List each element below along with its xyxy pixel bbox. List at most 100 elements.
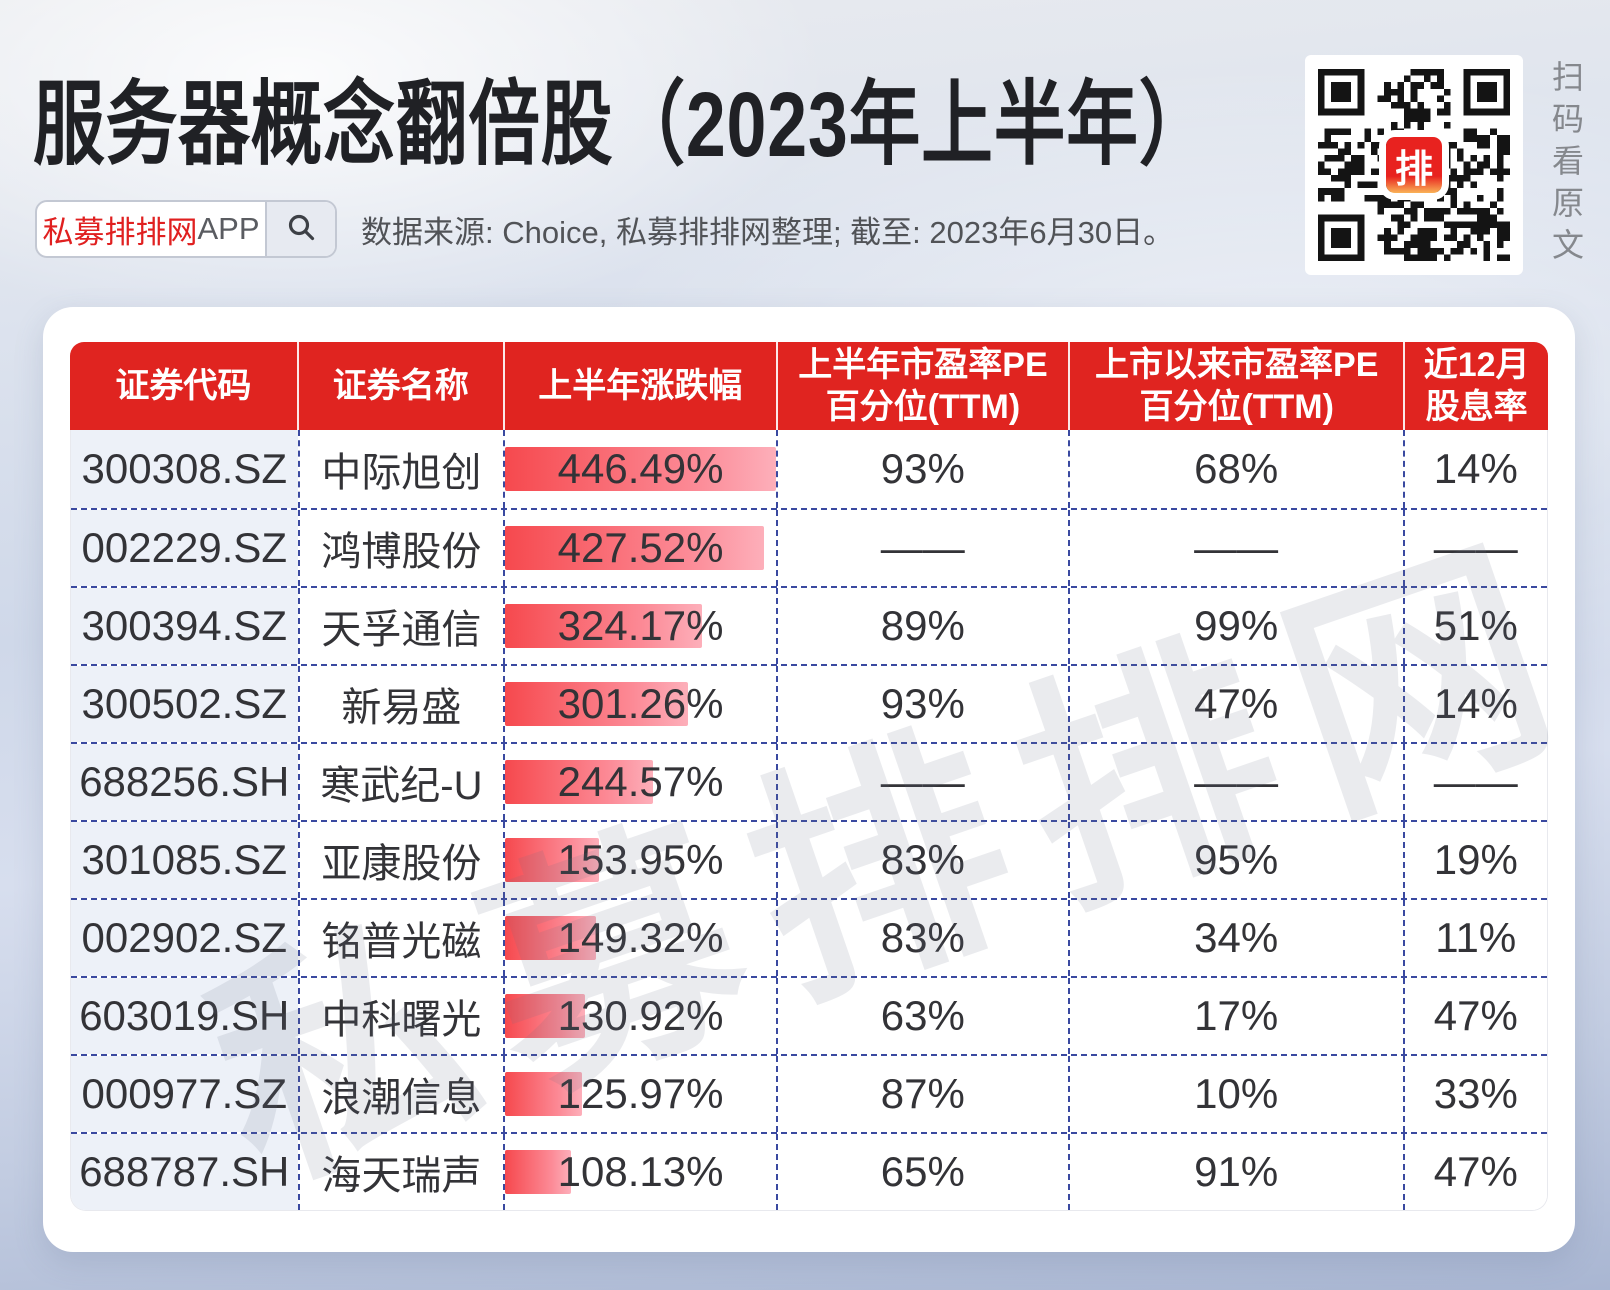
cell-name: 鸿博股份	[297, 510, 504, 586]
cell-name: 海天瑞声	[297, 1134, 504, 1210]
app-badge-label: 私募排排网 APP	[37, 202, 265, 256]
cell-name: 中际旭创	[297, 430, 504, 508]
table-card: 证券代码 证券名称 上半年涨跌幅 上半年市盈率PE 百分位(TTM) 上市以来市…	[43, 307, 1610, 1252]
cell-pe-listed: 34%	[1067, 900, 1403, 976]
cell-code: 000977.SZ	[71, 1056, 298, 1132]
cell-code: 603019.SH	[71, 978, 298, 1054]
change-bar	[505, 1150, 571, 1194]
cell-dividend: 51%	[1402, 588, 1547, 664]
header-pe-half: 上半年市盈率PE 百分位(TTM)	[775, 342, 1068, 430]
cell-pe-listed: 95%	[1067, 822, 1403, 898]
qr-center-logo: 排	[1386, 137, 1442, 193]
cell-pe-half: 93%	[775, 430, 1068, 508]
cell-pe-half: 89%	[775, 588, 1068, 664]
meta-row: 私募排排网 APP 数据来源: Choice, 私募排排网整理; 截至: 2023…	[35, 200, 1174, 258]
page-title: 服务器概念翻倍股（2023年上半年）	[33, 74, 1212, 176]
qr-pattern	[1318, 69, 1510, 261]
cell-dividend: 47%	[1402, 978, 1547, 1054]
table-row: 688787.SH 海天瑞声 108.13% 65% 91% 47%	[71, 1132, 1547, 1210]
header-change: 上半年涨跌幅	[502, 342, 776, 430]
cell-change: 149.32%	[503, 900, 776, 976]
search-button[interactable]	[265, 202, 335, 256]
cell-pe-half: 65%	[775, 1134, 1068, 1210]
cell-pe-listed: 17%	[1067, 978, 1403, 1054]
cell-name: 天孚通信	[297, 588, 504, 664]
cell-code: 002902.SZ	[71, 900, 298, 976]
table-row: 300394.SZ 天孚通信 324.17% 89% 99% 51%	[71, 586, 1547, 664]
cell-pe-listed: 10%	[1067, 1056, 1403, 1132]
cell-pe-listed: ——	[1067, 510, 1403, 586]
change-bar	[505, 1072, 582, 1116]
cell-pe-half: ——	[775, 510, 1068, 586]
cell-pe-half: 83%	[775, 900, 1068, 976]
cell-dividend: 19%	[1402, 822, 1547, 898]
app-search-pill[interactable]: 私募排排网 APP	[35, 200, 337, 258]
app-brand-text: 私募排排网	[42, 214, 198, 250]
cell-change: 324.17%	[503, 588, 776, 664]
stocks-table: 证券代码 证券名称 上半年涨跌幅 上半年市盈率PE 百分位(TTM) 上市以来市…	[70, 342, 1548, 1211]
change-bar	[505, 604, 702, 648]
cell-name: 亚康股份	[297, 822, 504, 898]
cell-pe-listed: 99%	[1067, 588, 1403, 664]
cell-name: 中科曙光	[297, 978, 504, 1054]
cell-change: 244.57%	[503, 744, 776, 820]
table-row: 300308.SZ 中际旭创 446.49% 93% 68% 14%	[71, 430, 1547, 508]
cell-dividend: 14%	[1402, 430, 1547, 508]
header-pe-listed: 上市以来市盈率PE 百分位(TTM)	[1068, 342, 1403, 430]
cell-name: 寒武纪-U	[297, 744, 504, 820]
cell-code: 300308.SZ	[71, 430, 298, 508]
cell-dividend: 33%	[1402, 1056, 1547, 1132]
cell-change: 153.95%	[503, 822, 776, 898]
cell-pe-listed: 68%	[1067, 430, 1403, 508]
data-source-note: 数据来源: Choice, 私募排排网整理; 截至: 2023年6月30日。	[361, 214, 1175, 250]
header-name: 证券名称	[296, 342, 503, 430]
app-suffix-text: APP	[197, 211, 260, 246]
cell-code: 002229.SZ	[71, 510, 298, 586]
cell-change: 130.92%	[503, 978, 776, 1054]
table-body: 300308.SZ 中际旭创 446.49% 93% 68% 14% 00222…	[70, 430, 1548, 1211]
table-row: 300502.SZ 新易盛 301.26% 93% 47% 14%	[71, 664, 1547, 742]
table-row: 002229.SZ 鸿博股份 427.52% —— —— ——	[71, 508, 1547, 586]
qr-code: 排	[1305, 55, 1523, 275]
change-bar	[505, 994, 585, 1038]
cell-name: 浪潮信息	[297, 1056, 504, 1132]
change-bar	[505, 760, 654, 804]
cell-code: 300394.SZ	[71, 588, 298, 664]
cell-dividend: 11%	[1402, 900, 1547, 976]
change-bar	[505, 682, 688, 726]
change-bar	[505, 447, 776, 491]
cell-change: 446.49%	[503, 430, 776, 508]
qr-caption: 扫码看原文	[1548, 60, 1584, 270]
change-bar	[505, 916, 596, 960]
cell-pe-half: 83%	[775, 822, 1068, 898]
table-row: 002902.SZ 铭普光磁 149.32% 83% 34% 11%	[71, 898, 1547, 976]
table-row: 301085.SZ 亚康股份 153.95% 83% 95% 19%	[71, 820, 1547, 898]
search-icon	[286, 212, 316, 247]
header-dividend: 近12月 股息率	[1403, 342, 1548, 430]
cell-pe-half: 63%	[775, 978, 1068, 1054]
cell-code: 300502.SZ	[71, 666, 298, 742]
change-bar	[505, 526, 765, 570]
cell-name: 铭普光磁	[297, 900, 504, 976]
table-row: 603019.SH 中科曙光 130.92% 63% 17% 47%	[71, 976, 1547, 1054]
cell-change: 301.26%	[503, 666, 776, 742]
cell-dividend: ——	[1402, 510, 1547, 586]
table-row: 688256.SH 寒武纪-U 244.57% —— —— ——	[71, 742, 1547, 820]
cell-pe-half: ——	[775, 744, 1068, 820]
change-bar	[505, 838, 599, 882]
cell-pe-listed: 47%	[1067, 666, 1403, 742]
cell-code: 688787.SH	[71, 1134, 298, 1210]
cell-pe-listed: ——	[1067, 744, 1403, 820]
header-code: 证券代码	[115, 366, 252, 405]
table-row: 000977.SZ 浪潮信息 125.97% 87% 10% 33%	[71, 1054, 1547, 1132]
cell-dividend: 14%	[1402, 666, 1547, 742]
cell-code: 301085.SZ	[71, 822, 298, 898]
cell-pe-half: 93%	[775, 666, 1068, 742]
table-header: 证券代码 证券名称 上半年涨跌幅 上半年市盈率PE 百分位(TTM) 上市以来市…	[70, 342, 1548, 430]
cell-change: 108.13%	[503, 1134, 776, 1210]
cell-pe-half: 87%	[775, 1056, 1068, 1132]
cell-code: 688256.SH	[71, 744, 298, 820]
cell-dividend: 47%	[1402, 1134, 1547, 1210]
cell-change: 427.52%	[503, 510, 776, 586]
